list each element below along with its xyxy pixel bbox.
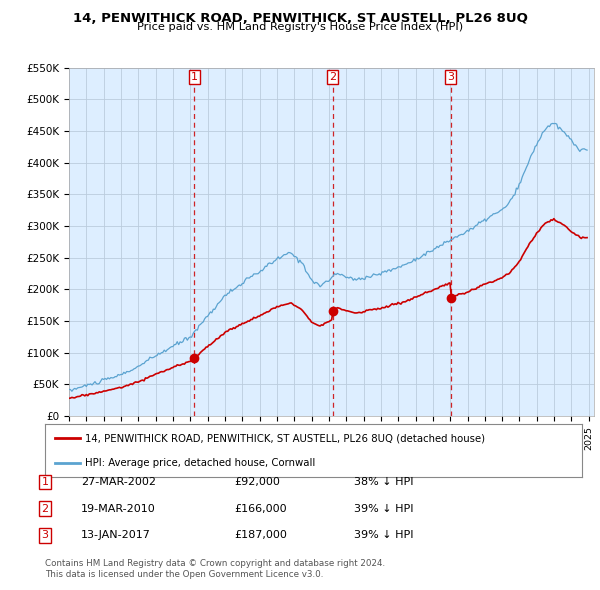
Text: 2: 2: [329, 73, 336, 82]
Text: 1: 1: [41, 477, 49, 487]
Text: HPI: Average price, detached house, Cornwall: HPI: Average price, detached house, Corn…: [85, 458, 316, 468]
Text: 39% ↓ HPI: 39% ↓ HPI: [354, 530, 413, 540]
Text: Price paid vs. HM Land Registry's House Price Index (HPI): Price paid vs. HM Land Registry's House …: [137, 22, 463, 32]
Text: 38% ↓ HPI: 38% ↓ HPI: [354, 477, 413, 487]
Text: 3: 3: [448, 73, 454, 82]
Text: 1: 1: [191, 73, 198, 82]
Text: £92,000: £92,000: [234, 477, 280, 487]
Text: £166,000: £166,000: [234, 504, 287, 513]
Text: 14, PENWITHICK ROAD, PENWITHICK, ST AUSTELL, PL26 8UQ (detached house): 14, PENWITHICK ROAD, PENWITHICK, ST AUST…: [85, 434, 485, 444]
Text: 39% ↓ HPI: 39% ↓ HPI: [354, 504, 413, 513]
Text: 19-MAR-2010: 19-MAR-2010: [81, 504, 156, 513]
Text: 13-JAN-2017: 13-JAN-2017: [81, 530, 151, 540]
Text: 14, PENWITHICK ROAD, PENWITHICK, ST AUSTELL, PL26 8UQ: 14, PENWITHICK ROAD, PENWITHICK, ST AUST…: [73, 12, 527, 25]
Text: £187,000: £187,000: [234, 530, 287, 540]
Text: 27-MAR-2002: 27-MAR-2002: [81, 477, 156, 487]
Text: Contains HM Land Registry data © Crown copyright and database right 2024.
This d: Contains HM Land Registry data © Crown c…: [45, 559, 385, 579]
Text: 2: 2: [41, 504, 49, 513]
Text: 3: 3: [41, 530, 49, 540]
